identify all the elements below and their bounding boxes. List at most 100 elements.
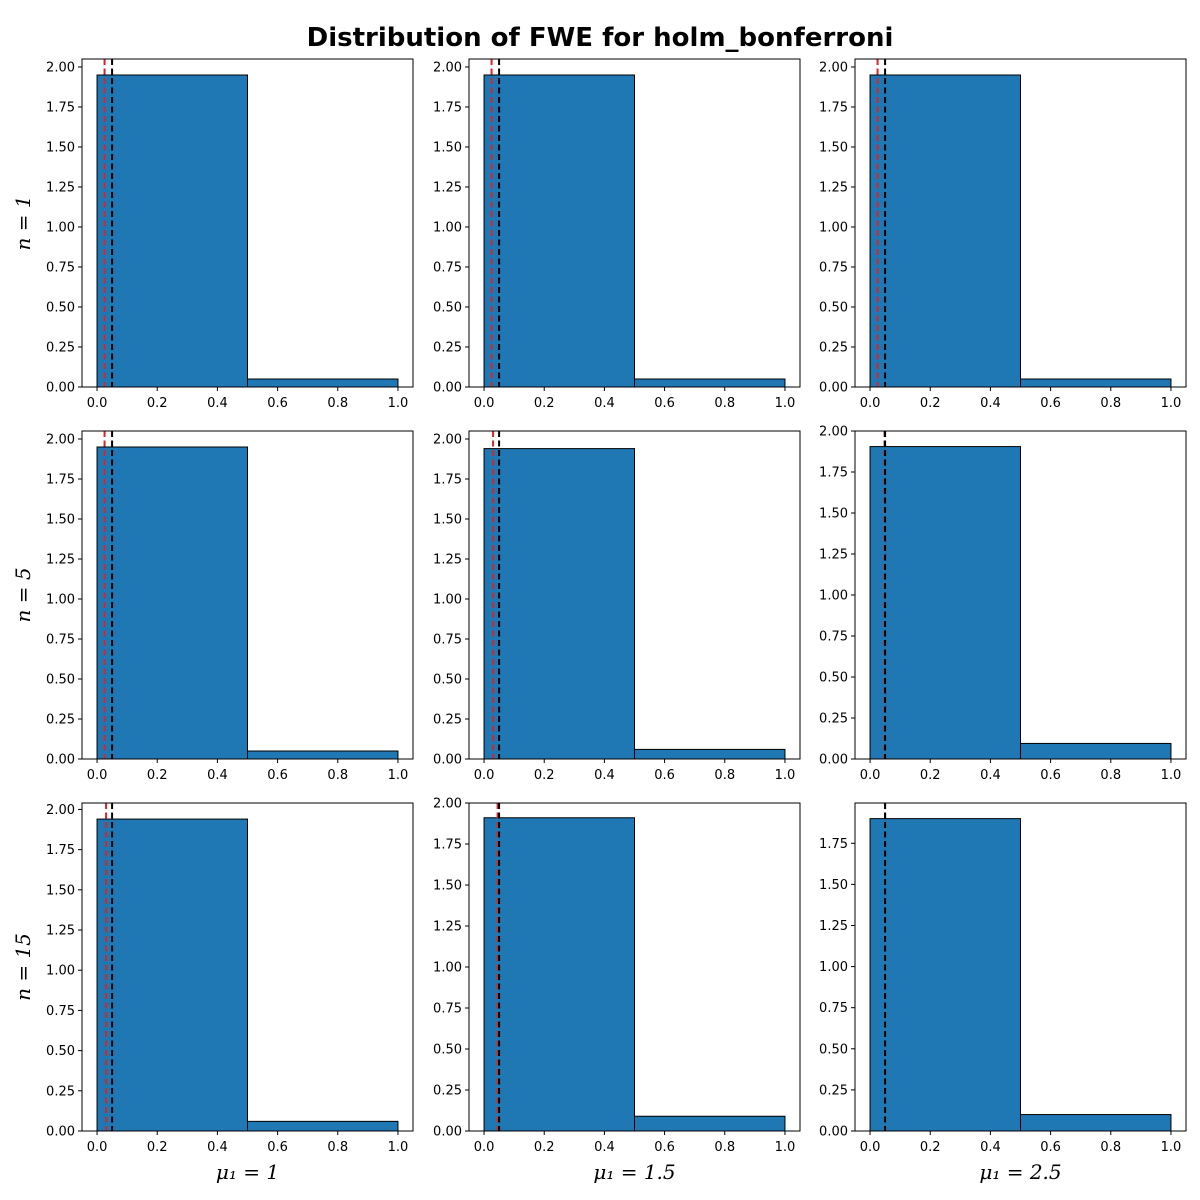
x-tick-label: 0.6 [267, 1140, 288, 1155]
histogram-bar-1 [96, 74, 248, 388]
y-tick-label: 0.25 [819, 1083, 848, 1098]
y-tick-label: 1.50 [819, 507, 848, 522]
axes-frame [81, 430, 414, 760]
histogram-bar-1 [869, 74, 1022, 388]
y-tick-label: 1.75 [46, 101, 75, 116]
x-tick-label: 1.0 [388, 396, 409, 411]
y-tick-label: 0.00 [46, 753, 75, 768]
y-tick-label: 1.25 [433, 181, 462, 196]
y-tick-label: 1.00 [433, 221, 462, 236]
y-tick-label: 0.00 [433, 381, 462, 396]
x-tick-label: 0.2 [920, 768, 941, 783]
histogram-bar-1 [96, 446, 248, 760]
y-tick-label: 0.00 [819, 1125, 848, 1140]
x-tick-label: 0.0 [860, 1140, 881, 1155]
panels: 0.000.250.500.751.001.251.501.752.000.0 0… [46, 58, 1187, 1155]
x-tick-label: 1.0 [1161, 396, 1182, 411]
x-tick-label: 0.6 [654, 1140, 675, 1155]
y-tick-label: 1.00 [46, 221, 75, 236]
y-tick-label: 0.25 [819, 712, 848, 727]
column-label-1: μ₁ = 1 [216, 1160, 279, 1184]
histogram-bar-1 [869, 446, 1022, 760]
figure-title: Distribution of FWE for holm_bonferroni [307, 23, 894, 53]
y-tick-label: 1.75 [433, 101, 462, 116]
x-tick-label: 0.8 [1100, 1140, 1121, 1155]
x-tick-label: 1.0 [1161, 768, 1182, 783]
y-tick-label: 1.75 [819, 101, 848, 116]
x-tick-label: 0.2 [147, 396, 168, 411]
y-tick-label: 1.25 [819, 919, 848, 934]
panel-r2-c1: 0.00 0.25 0.50 0.75 1.00 1.25 1.50 1.75 2.00 0.0 0… [46, 430, 414, 783]
y-tick-label: 1.50 [819, 141, 848, 156]
x-tick-label: 1.0 [388, 1140, 409, 1155]
histogram-bar-2 [1020, 742, 1172, 760]
y-tick-label: 0.50 [46, 1044, 75, 1059]
y-tick-label: 0.50 [46, 301, 75, 316]
x-tick-label: 0.4 [594, 768, 615, 783]
y-tick-label: 0.50 [819, 1042, 848, 1057]
x-tick-label: 0.2 [920, 396, 941, 411]
histogram-bar-1 [483, 817, 635, 1132]
axes-frame [81, 58, 414, 388]
y-tick-label: 0.25 [46, 341, 75, 356]
y-tick-label: 0.75 [819, 261, 848, 276]
y-tick-label: 1.00 [433, 961, 462, 976]
y-tick-label: 0.00 [819, 381, 848, 396]
x-tick-label: 0.0 [860, 396, 881, 411]
y-tick-label: 1.50 [433, 513, 462, 528]
y-tick-label: 0.75 [46, 633, 75, 648]
axes-frame [81, 802, 414, 1132]
histogram-bar-1 [483, 448, 635, 760]
column-label-2: μ₁ = 1.5 [593, 1160, 675, 1184]
y-tick-label: 1.00 [46, 593, 75, 608]
histogram-bar-2 [247, 378, 399, 388]
axes-frame [468, 58, 801, 388]
x-tick-label: 1.0 [388, 768, 409, 783]
panel-r1-c2: 0.00 0.25 0.50 0.75 1.00 1.25 1.50 1.75 2.00 0.0 0… [433, 58, 801, 411]
y-tick-label: 0.75 [819, 1001, 848, 1016]
histogram-bar-2 [1020, 1114, 1172, 1132]
x-tick-label: 0.8 [327, 768, 348, 783]
x-tick-label: 0.4 [980, 1140, 1001, 1155]
row-label-2: n = 5 [11, 567, 35, 622]
x-tick-label: 0.4 [207, 396, 228, 411]
histogram-bar-2 [247, 1120, 399, 1132]
y-tick-label: 0.25 [433, 713, 462, 728]
x-tick-label: 0.0 [87, 396, 108, 411]
y-tick-label: 1.50 [46, 883, 75, 898]
x-tick-label: 0.2 [147, 768, 168, 783]
y-tick-label: 1.75 [46, 473, 75, 488]
x-tick-label: 0.6 [1040, 1140, 1061, 1155]
x-tick-label: 1.0 [775, 1140, 796, 1155]
x-tick-label: 0.8 [714, 396, 735, 411]
histogram-bar-1 [483, 74, 635, 388]
y-tick-label: 0.50 [46, 673, 75, 688]
x-tick-label: 0.4 [207, 768, 228, 783]
panel-r1-c1: 0.00 0.25 0.50 0.75 1.00 1.25 1.50 1.75 2.00 0.0 0… [46, 58, 414, 411]
x-tick-label: 0.8 [714, 1140, 735, 1155]
x-tick-label: 0.4 [980, 396, 1001, 411]
row-label-1: n = 1 [11, 195, 35, 250]
x-tick-label: 1.0 [775, 396, 796, 411]
y-tick-label: 1.25 [46, 924, 75, 939]
y-tick-label: 1.50 [433, 879, 462, 894]
row-labels: n = 1 n = 5 n = 15 [11, 195, 35, 1000]
y-tick-label: 1.25 [433, 553, 462, 568]
y-tick-label: 0.75 [433, 1002, 462, 1017]
y-tick-label: 0.00 [433, 753, 462, 768]
panel-r2-c3: 0.00 0.25 0.50 0.75 1.00 1.25 1.50 1.75 2.00 0.0 0… [819, 425, 1187, 783]
axes-frame [854, 58, 1187, 388]
histogram-bar-2 [247, 750, 399, 760]
x-tick-label: 1.0 [775, 768, 796, 783]
y-tick-label: 1.50 [46, 141, 75, 156]
x-tick-label: 0.4 [594, 1140, 615, 1155]
x-tick-label: 0.2 [534, 396, 555, 411]
y-tick-label: 1.25 [819, 548, 848, 563]
y-tick-label: 1.75 [433, 473, 462, 488]
y-tick-label: 0.50 [433, 301, 462, 316]
x-tick-label: 0.6 [267, 768, 288, 783]
x-tick-label: 0.8 [714, 768, 735, 783]
y-tick-label: 0.00 [819, 753, 848, 768]
y-tick-label: 0.75 [46, 1004, 75, 1019]
